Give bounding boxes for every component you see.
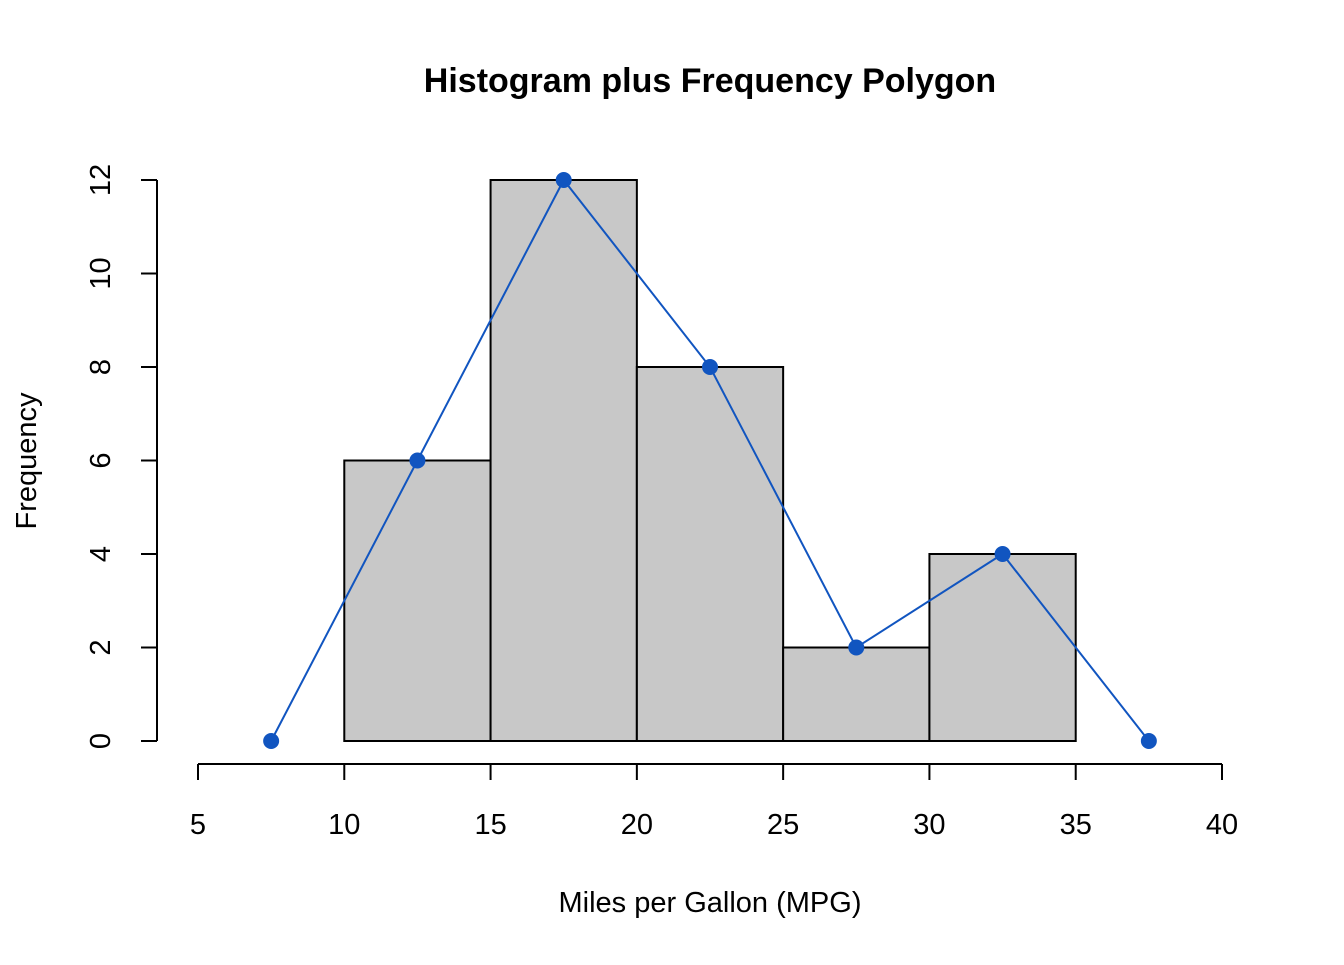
histogram-bar <box>782 646 931 742</box>
polygon-point <box>409 452 426 469</box>
x-tick-label: 35 <box>1060 809 1092 841</box>
y-tick-label: 2 <box>85 639 117 655</box>
y-tick-label: 0 <box>85 733 117 749</box>
x-tick-label: 15 <box>474 809 506 841</box>
polygon-point <box>848 639 865 656</box>
y-axis-label: Frequency <box>11 392 43 530</box>
histogram-bar <box>635 366 785 742</box>
polygon-point <box>702 359 718 375</box>
y-tick-label: 10 <box>85 257 117 289</box>
histogram-bars <box>343 179 1077 742</box>
y-tick-label: 8 <box>85 359 117 375</box>
histogram-bar <box>489 179 638 742</box>
x-axis-label: Miles per Gallon (MPG) <box>559 887 862 919</box>
y-tick-label: 6 <box>85 452 117 468</box>
x-tick-label: 5 <box>190 809 206 841</box>
axes: 5 10 15 20 25 30 35 40 0 2 4 6 8 10 12 <box>85 164 1238 841</box>
chart-title: Histogram plus Frequency Polygon <box>424 62 996 100</box>
polygon-point <box>263 733 280 749</box>
polygon-point <box>994 546 1011 562</box>
histogram-bar <box>343 459 492 742</box>
polygon-point <box>555 172 572 188</box>
frequency-polygon <box>263 172 1157 749</box>
x-tick-label: 30 <box>913 809 945 841</box>
x-tick-label: 20 <box>621 809 653 841</box>
polygon-point <box>1140 733 1157 749</box>
histogram-bar <box>928 553 1077 742</box>
y-tick-label: 12 <box>85 164 117 196</box>
x-tick-label: 10 <box>328 809 360 841</box>
y-tick-label: 4 <box>85 546 117 562</box>
x-tick-label: 25 <box>767 809 799 841</box>
x-tick-label: 40 <box>1206 809 1238 841</box>
